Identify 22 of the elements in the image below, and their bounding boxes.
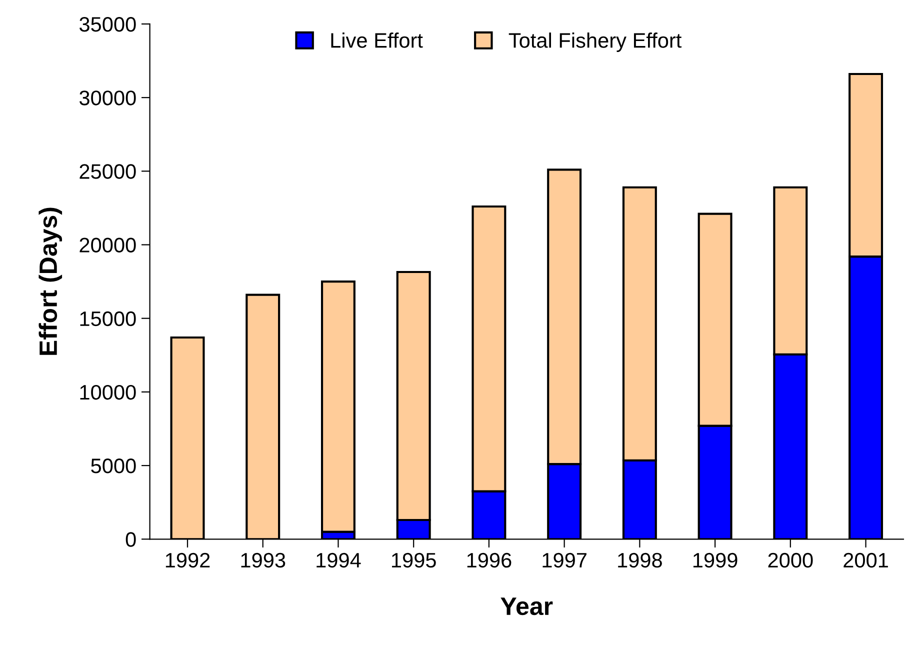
x-tick-label: 2001 xyxy=(844,552,888,568)
x-tick-label: 1993 xyxy=(241,552,286,568)
y-axis-title: Effort (Days) xyxy=(38,208,62,355)
x-tick-label: 1998 xyxy=(618,552,662,568)
y-tick-label: 15000 xyxy=(80,311,136,326)
legend-label: Live Effort xyxy=(331,32,423,48)
x-tick-label: 1996 xyxy=(467,552,512,568)
x-tick-label: 1992 xyxy=(166,552,210,568)
y-tick-label: 35000 xyxy=(79,16,136,32)
y-tick-label: 10000 xyxy=(80,384,136,400)
x-axis-title: Year xyxy=(500,598,553,616)
x-tick-label: 1997 xyxy=(542,552,586,568)
y-tick-label: 25000 xyxy=(80,164,136,179)
x-tick-label: 1994 xyxy=(316,552,361,568)
y-tick-label: 20000 xyxy=(80,238,136,253)
x-tick-label: 1999 xyxy=(693,552,738,568)
y-tick-label: 30000 xyxy=(79,90,136,106)
y-tick-label: 0 xyxy=(126,532,136,547)
y-tick-label: 5000 xyxy=(91,458,136,474)
x-tick-label: 2000 xyxy=(768,552,813,568)
legend-label: Total Fishery Effort xyxy=(508,32,682,52)
x-tick-label: 1995 xyxy=(392,552,436,568)
